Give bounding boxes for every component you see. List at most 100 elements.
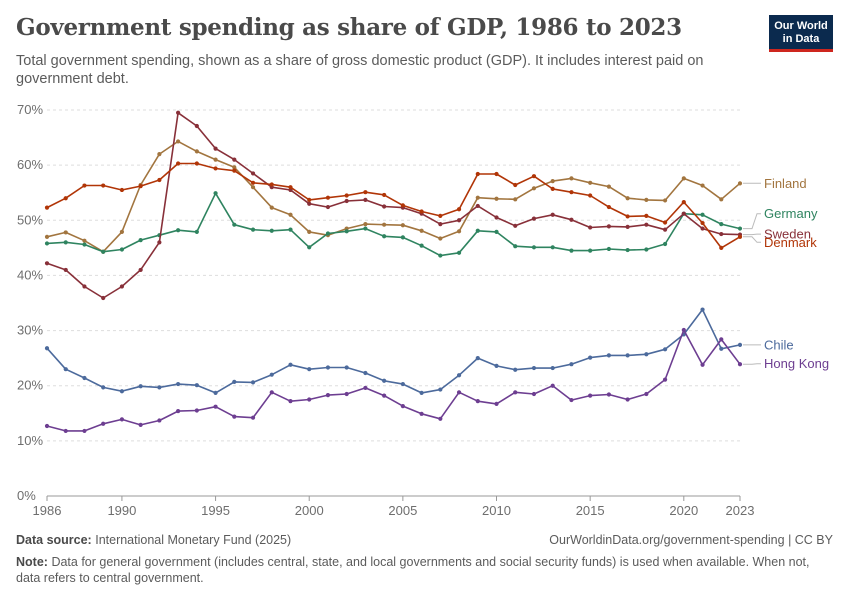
data-point-germany bbox=[176, 228, 181, 233]
data-point-hong-kong bbox=[550, 383, 555, 388]
data-point-denmark bbox=[288, 185, 293, 190]
label-connector-germany bbox=[743, 213, 761, 230]
data-point-germany bbox=[269, 228, 274, 233]
data-point-germany bbox=[44, 241, 50, 246]
data-point-chile bbox=[456, 373, 462, 378]
data-point-hong-kong bbox=[644, 391, 649, 397]
data-point-germany bbox=[531, 245, 537, 250]
data-point-denmark bbox=[719, 245, 724, 250]
data-source-text[interactable]: International Monetary Fund (2025) bbox=[95, 533, 292, 547]
series-label-germany: Germany bbox=[764, 206, 818, 221]
data-point-hong-kong bbox=[606, 392, 611, 397]
data-point-finland bbox=[363, 222, 368, 227]
data-point-germany bbox=[438, 253, 443, 258]
data-point-sweden bbox=[176, 110, 181, 115]
data-point-chile bbox=[288, 362, 293, 367]
data-point-chile bbox=[213, 390, 218, 395]
data-point-germany bbox=[194, 229, 199, 234]
data-point-chile bbox=[101, 385, 106, 390]
data-point-chile bbox=[382, 378, 387, 383]
chart-subtitle: Total government spending, shown as a sh… bbox=[16, 53, 704, 87]
series-line-hong-kong bbox=[46, 329, 741, 432]
data-point-sweden bbox=[213, 146, 218, 151]
data-point-chile bbox=[438, 387, 443, 392]
data-point-sweden bbox=[44, 261, 50, 266]
data-point-finland bbox=[288, 212, 293, 217]
data-point-germany bbox=[494, 229, 499, 234]
data-point-sweden bbox=[456, 218, 462, 223]
x-tick-label: 2015 bbox=[576, 503, 605, 518]
data-point-chile bbox=[138, 384, 143, 389]
x-tick-label: 2023 bbox=[726, 503, 755, 518]
chart-note: Note: Data for general government (inclu… bbox=[16, 554, 816, 586]
data-point-chile bbox=[157, 385, 162, 390]
data-point-finland bbox=[513, 197, 518, 202]
data-point-denmark bbox=[363, 190, 368, 195]
series-label-denmark: Denmark bbox=[764, 235, 817, 250]
y-tick-label: 30% bbox=[17, 323, 43, 338]
data-point-hong-kong bbox=[363, 385, 368, 391]
owid-logo[interactable]: Our World in Data bbox=[769, 15, 833, 52]
data-point-germany bbox=[475, 228, 480, 233]
series-line-finland bbox=[46, 140, 741, 253]
data-point-chile bbox=[588, 355, 593, 360]
data-point-finland bbox=[232, 165, 237, 170]
data-point-denmark bbox=[475, 171, 480, 177]
data-point-denmark bbox=[737, 234, 743, 239]
data-point-chile bbox=[475, 356, 480, 361]
data-point-denmark bbox=[250, 180, 256, 185]
y-tick-label: 70% bbox=[17, 102, 43, 117]
data-point-germany bbox=[119, 247, 125, 252]
data-point-germany bbox=[644, 247, 649, 252]
data-point-hong-kong bbox=[101, 421, 106, 426]
data-point-germany bbox=[307, 245, 312, 250]
data-point-chile bbox=[569, 362, 574, 367]
data-point-denmark bbox=[662, 220, 668, 225]
x-tick-label: 2005 bbox=[388, 503, 417, 518]
data-point-germany bbox=[363, 226, 368, 231]
data-point-finland bbox=[588, 180, 593, 185]
label-connector-sweden bbox=[743, 233, 761, 236]
y-tick-label: 40% bbox=[17, 267, 43, 282]
data-point-hong-kong bbox=[719, 337, 724, 342]
data-point-sweden bbox=[475, 203, 480, 209]
data-point-hong-kong bbox=[213, 404, 218, 409]
data-point-finland bbox=[700, 183, 705, 188]
data-point-germany bbox=[569, 248, 574, 253]
data-point-denmark bbox=[307, 197, 312, 202]
credit-link[interactable]: OurWorldinData.org/government-spending |… bbox=[549, 533, 833, 547]
data-point-chile bbox=[494, 363, 499, 368]
series-line-chile bbox=[46, 308, 741, 394]
data-point-finland bbox=[662, 198, 668, 203]
data-point-sweden bbox=[250, 171, 256, 176]
data-point-germany bbox=[588, 248, 593, 253]
data-point-hong-kong bbox=[288, 399, 293, 404]
data-point-hong-kong bbox=[456, 390, 462, 395]
data-point-hong-kong bbox=[269, 390, 274, 395]
data-point-finland bbox=[63, 230, 68, 235]
data-point-finland bbox=[194, 149, 199, 154]
data-point-sweden bbox=[101, 295, 106, 301]
data-point-denmark bbox=[382, 192, 387, 198]
data-point-chile bbox=[606, 353, 611, 358]
data-point-germany bbox=[419, 243, 424, 248]
data-point-sweden bbox=[438, 222, 443, 227]
data-point-finland bbox=[550, 179, 555, 184]
series-line-germany bbox=[46, 192, 741, 257]
data-point-hong-kong bbox=[438, 416, 443, 421]
data-point-denmark bbox=[194, 161, 199, 166]
data-point-hong-kong bbox=[344, 391, 349, 397]
data-point-denmark bbox=[606, 204, 611, 210]
data-point-denmark bbox=[438, 213, 443, 218]
data-point-finland bbox=[419, 228, 424, 233]
data-point-hong-kong bbox=[382, 393, 387, 398]
data-point-chile bbox=[419, 390, 424, 395]
data-point-hong-kong bbox=[419, 411, 424, 416]
data-point-finland bbox=[456, 229, 462, 234]
data-point-germany bbox=[737, 226, 743, 231]
data-point-finland bbox=[681, 176, 686, 181]
data-point-sweden bbox=[344, 198, 349, 204]
data-point-chile bbox=[325, 365, 331, 370]
data-point-germany bbox=[344, 229, 349, 234]
x-tick-label: 1995 bbox=[201, 503, 230, 518]
